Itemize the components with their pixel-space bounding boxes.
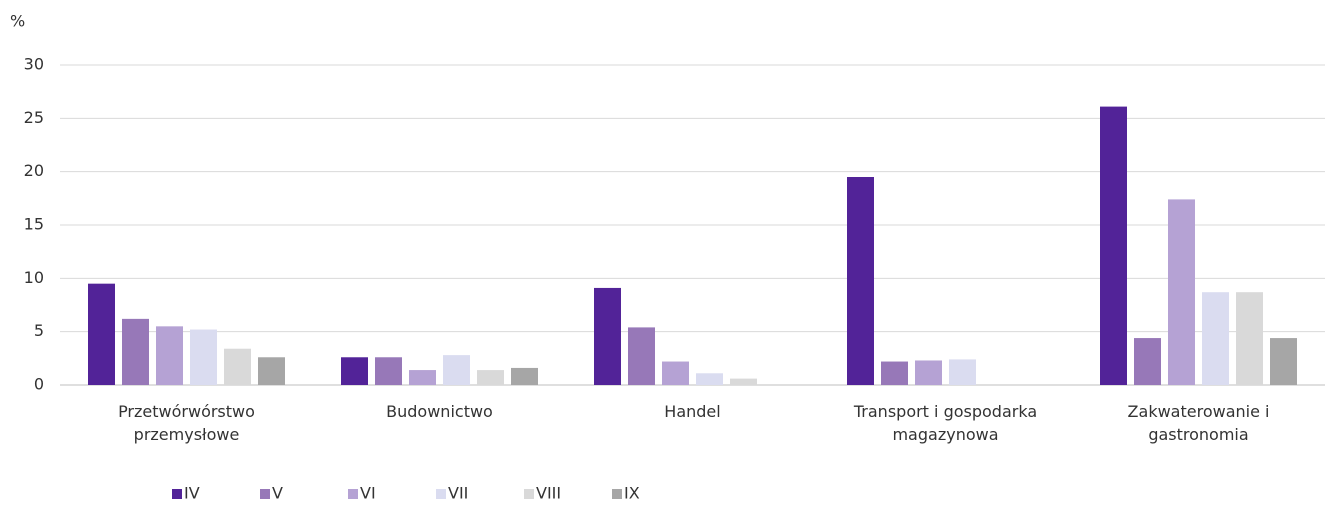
legend-swatch [172, 489, 182, 499]
bar [375, 357, 402, 385]
legend-swatch [260, 489, 270, 499]
legend-swatch [524, 489, 534, 499]
legend-swatch [612, 489, 622, 499]
y-tick-label: 5 [34, 321, 44, 340]
legend-label: IX [624, 484, 640, 503]
y-tick-label: 0 [34, 375, 44, 394]
x-tick-label: Budownictwo [386, 402, 493, 421]
bar [1236, 292, 1263, 385]
x-tick-label: Transport i gospodarka magazynowa [853, 402, 1038, 444]
y-axis-label: % [10, 12, 25, 31]
bar [477, 370, 504, 385]
bar [409, 370, 436, 385]
bar [190, 329, 217, 385]
legend-label: V [272, 484, 283, 503]
y-tick-label: 10 [24, 268, 44, 287]
bar [224, 348, 251, 385]
bar [1168, 199, 1195, 385]
bar [156, 326, 183, 385]
bar [847, 177, 874, 385]
bar [594, 287, 621, 385]
y-tick-label: 20 [24, 161, 44, 180]
y-tick-label: 30 [24, 55, 44, 74]
bar [628, 327, 655, 385]
legend-label: IV [184, 484, 200, 503]
bar [122, 318, 149, 385]
bar [696, 373, 723, 385]
legend-label: VII [448, 484, 468, 503]
legend-label: VI [360, 484, 376, 503]
bar [443, 355, 470, 385]
y-tick-label: 25 [24, 108, 44, 127]
x-tick-label: Handel [664, 402, 721, 421]
x-tick-label: Przetwórwórstwo przemysłowe [118, 402, 255, 444]
bar [949, 359, 976, 385]
bar [1100, 106, 1127, 385]
x-tick-label: Zakwaterowanie i gastronomia [1127, 402, 1270, 444]
legend-swatch [436, 489, 446, 499]
bar [88, 283, 115, 385]
bar [1202, 292, 1229, 385]
bar [1270, 338, 1297, 385]
bar [881, 361, 908, 385]
bar [730, 378, 757, 385]
legend-label: VIII [536, 484, 561, 503]
bar [915, 360, 942, 385]
bar [258, 357, 285, 385]
legend-swatch [348, 489, 358, 499]
bar [662, 361, 689, 385]
bar [511, 367, 538, 385]
bar [1134, 338, 1161, 385]
y-tick-label: 15 [24, 215, 44, 234]
bar [341, 357, 368, 385]
